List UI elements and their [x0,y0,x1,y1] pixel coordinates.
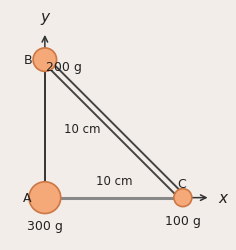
Circle shape [29,182,61,214]
Text: B: B [24,54,33,67]
Circle shape [174,189,192,207]
Text: 100 g: 100 g [165,214,201,227]
Text: A: A [23,192,31,204]
Text: y: y [40,10,49,25]
Text: 10 cm: 10 cm [64,123,101,136]
Text: x: x [219,190,228,205]
Text: 10 cm: 10 cm [96,174,132,188]
Circle shape [33,49,57,72]
Text: 300 g: 300 g [27,219,63,232]
Text: 200 g: 200 g [46,60,82,73]
Text: C: C [177,178,186,190]
